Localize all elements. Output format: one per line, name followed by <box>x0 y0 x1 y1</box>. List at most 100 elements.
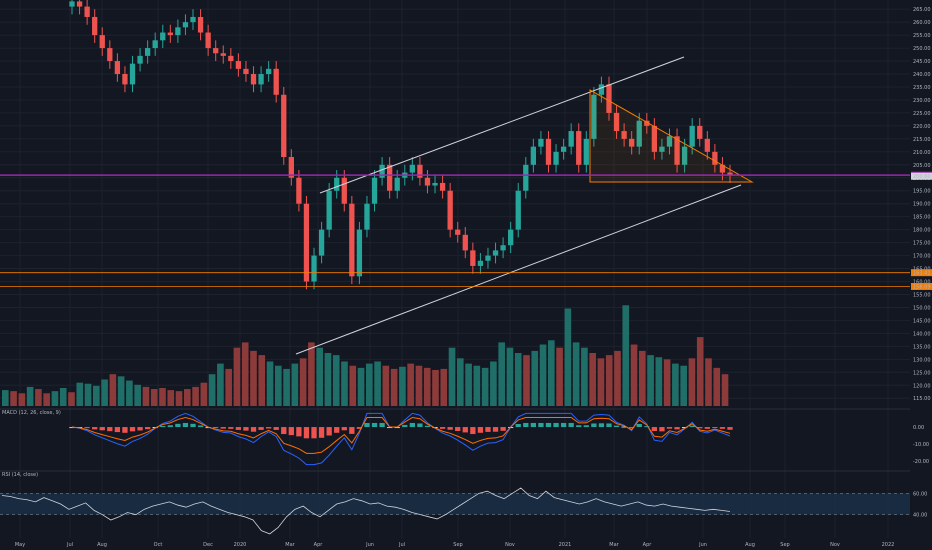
time-tick-label: Jul <box>398 542 405 548</box>
candle-body <box>144 48 151 56</box>
macd-histogram-bar <box>318 427 325 438</box>
volume-bar <box>101 379 108 406</box>
candle-body <box>220 53 226 56</box>
price-tick-label: 235.00 <box>913 85 931 91</box>
time-tick-label: Dec <box>203 542 213 548</box>
volume-bar <box>349 365 357 406</box>
macd-histogram-bar <box>107 427 113 432</box>
volume-bar <box>523 355 530 406</box>
candle-body <box>659 146 665 152</box>
macd-histogram-bar <box>712 427 718 429</box>
macd-histogram-bar <box>144 427 151 430</box>
volume-bar <box>84 383 92 406</box>
macd-histogram-bar <box>296 427 302 437</box>
candle-body <box>545 138 552 165</box>
macd-histogram-bar <box>243 427 249 431</box>
volume-bar <box>142 386 150 406</box>
volume-bar <box>266 361 274 406</box>
drawings[interactable] <box>0 56 910 355</box>
candle-body <box>500 245 506 251</box>
candle-body <box>122 74 128 85</box>
macd-histogram-bar <box>129 427 136 432</box>
macd-histogram-bar <box>122 427 128 433</box>
price-tick-label: 245.00 <box>913 59 931 65</box>
time-tick-label: 2021 <box>559 542 572 548</box>
candle-body <box>462 234 468 251</box>
macd-histogram-bar <box>606 423 612 428</box>
candle-body <box>424 177 431 186</box>
candle-body <box>281 94 287 158</box>
volume-bar <box>415 365 423 406</box>
volume-bar <box>680 365 687 406</box>
volume-bar <box>481 367 489 406</box>
macd-histogram-bar <box>492 427 499 432</box>
price-tick-label: 160.00 <box>913 280 931 286</box>
grid <box>0 0 910 538</box>
candle-body <box>197 16 204 33</box>
candle-body <box>644 120 650 126</box>
price-tick-label: 140.00 <box>913 331 931 337</box>
candle-body <box>598 84 605 95</box>
volume-bar <box>506 347 514 406</box>
macd-histogram-bar <box>220 427 226 429</box>
candle-body <box>341 177 347 204</box>
volume-bar <box>581 347 588 406</box>
price-tick-label: 180.00 <box>913 228 931 234</box>
time-tick-label: May <box>15 542 25 548</box>
volume-bar <box>572 342 580 406</box>
candle-body <box>712 151 718 165</box>
price-marker-label: 200.60 <box>913 174 931 180</box>
macd-histogram-bar <box>417 423 423 428</box>
macd-histogram-bar <box>568 422 574 428</box>
volume-bar <box>457 358 464 406</box>
macd-tick-label: -20.00 <box>913 459 929 465</box>
volume-bar <box>556 347 563 406</box>
macd-histogram-bar <box>84 427 90 429</box>
price-tick-label: 230.00 <box>913 98 931 104</box>
macd-title: MACD (12, 26, close, 9) <box>2 410 61 416</box>
macd-histogram-bar <box>455 427 461 431</box>
time-tick-label: Apr <box>643 542 653 548</box>
macd-histogram-bar <box>341 427 347 431</box>
macd-histogram-bar <box>99 427 105 431</box>
price-tick-label: 155.00 <box>913 292 931 298</box>
macd-histogram-bar <box>250 427 257 432</box>
candle-body <box>76 1 83 7</box>
volume-bar <box>241 342 249 406</box>
candle-body <box>704 138 710 152</box>
volume-bar <box>448 347 456 406</box>
macd-histogram-bar <box>689 425 695 428</box>
volume-bar <box>688 358 696 406</box>
price-tick-label: 120.00 <box>913 383 931 389</box>
volume-bar <box>407 363 414 406</box>
volume-bar <box>564 308 572 406</box>
volume-bar <box>126 380 133 406</box>
volume-bar <box>473 365 481 406</box>
candle-body <box>583 138 589 165</box>
macd-histogram-bar <box>591 423 597 428</box>
volume-bar <box>498 342 505 406</box>
volume-bar <box>332 355 340 406</box>
volume-bar <box>696 337 704 406</box>
candle-body <box>356 229 363 277</box>
macd-histogram-bar <box>311 427 317 439</box>
volume-bar <box>299 358 307 406</box>
time-tick-label: Mar <box>285 542 295 548</box>
volume-bar <box>357 367 365 406</box>
candle-body <box>84 6 90 17</box>
macd-histogram-bar <box>629 427 635 429</box>
volume-bar <box>175 391 183 406</box>
candle-body <box>538 138 544 147</box>
volume-bar <box>324 353 332 406</box>
candle-body <box>568 131 574 147</box>
price-marker-label: 158.09 <box>913 284 931 290</box>
volume-bar <box>465 363 472 406</box>
volume-bar <box>341 361 348 406</box>
macd-histogram-bar <box>303 427 310 439</box>
macd-histogram-bar <box>553 422 559 428</box>
price-tick-label: 145.00 <box>913 318 931 324</box>
price-axis[interactable]: 115.00 120.00 125.00 130.00 135.00 140.00 145.… <box>911 7 932 402</box>
macd-histogram-bar <box>704 427 710 429</box>
volume-bar <box>589 353 596 406</box>
